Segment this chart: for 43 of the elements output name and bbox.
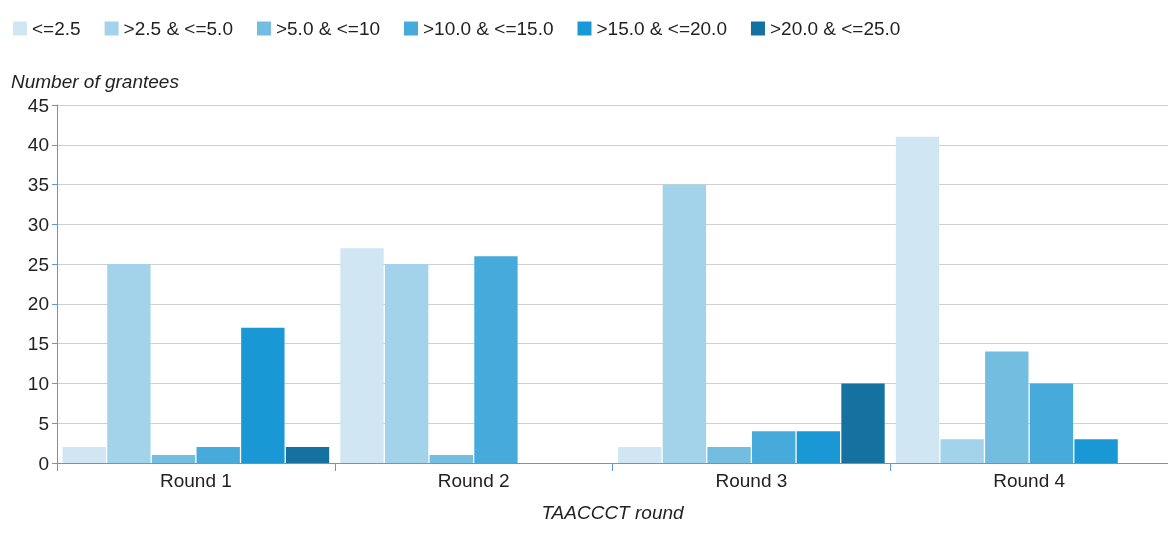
legend-label: <=2.5: [32, 18, 81, 39]
legend-label: >2.5 & <=5.0: [123, 18, 233, 39]
bar: [474, 256, 518, 463]
y-tick-label: 40: [27, 134, 49, 156]
legend-label: >20.0 & <=25.0: [769, 18, 901, 39]
bar: [107, 264, 151, 463]
bar: [985, 351, 1029, 463]
y-tick-label: 25: [27, 253, 49, 275]
y-tick-label: 20: [27, 293, 49, 315]
bar: [340, 248, 384, 463]
y-tick-label: 15: [27, 333, 49, 355]
y-tick-label: 35: [27, 174, 49, 196]
legend-label: >15.0 & <=20.0: [596, 18, 727, 39]
bar: [796, 431, 841, 463]
y-tick-label: 0: [38, 452, 49, 474]
y-tick-label: 45: [27, 94, 49, 116]
y-tick-label: 30: [27, 213, 49, 235]
bar: [895, 136, 940, 463]
y-axis-title: Number of grantees: [11, 71, 180, 92]
bar: [384, 264, 429, 463]
bar: [285, 447, 330, 463]
bar: [429, 455, 473, 463]
x-tick-label: Round 3: [715, 470, 788, 491]
x-axis-title: TAACCCT round: [541, 502, 686, 523]
bar: [1074, 439, 1118, 463]
y-tick-label: 10: [27, 372, 49, 394]
bar: [151, 455, 196, 463]
bar: [752, 431, 796, 463]
bar: [196, 447, 240, 463]
bar: [62, 447, 106, 463]
bar: [1029, 383, 1074, 463]
bar: [241, 327, 285, 463]
x-tick-label: Round 1: [159, 470, 232, 491]
legend-label: >5.0 & <=10: [275, 18, 381, 39]
x-tick-label: Round 4: [993, 470, 1066, 491]
bar: [618, 447, 662, 463]
bar: [841, 383, 885, 463]
y-tick-label: 5: [38, 412, 49, 434]
bar: [940, 439, 984, 463]
legend-label: >10.0 & <=15.0: [423, 18, 554, 39]
bar: [707, 447, 751, 463]
bar: [662, 184, 707, 463]
x-tick-label: Round 2: [437, 470, 510, 491]
